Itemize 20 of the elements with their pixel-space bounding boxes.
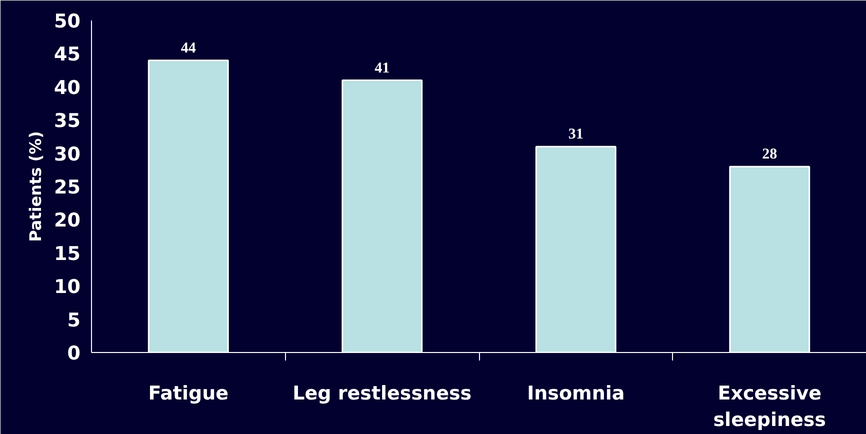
data-label: 31	[568, 126, 584, 143]
y-tick-label: 0	[67, 342, 81, 364]
y-tick-label: 20	[54, 210, 81, 232]
x-tick-label: Leg restlessness	[292, 382, 472, 404]
y-tick-label: 30	[54, 143, 81, 166]
x-tick-label: Excessive sleepiness	[713, 382, 826, 431]
y-tick-label: 50	[54, 10, 81, 32]
data-label: 28	[762, 146, 778, 163]
y-tick-label: 5	[67, 309, 81, 332]
y-tick-label: 35	[54, 110, 81, 132]
y-tick-label: 45	[54, 44, 81, 66]
x-tick-label: Fatigue	[148, 382, 229, 404]
y-axis-title: Patients (%)	[26, 131, 46, 242]
y-tick-label: 40	[54, 76, 81, 99]
x-tick-label: Insomnia	[527, 382, 625, 404]
y-tick-label: 15	[54, 242, 81, 265]
y-tick-label: 25	[54, 176, 81, 198]
y-tick-label: 10	[54, 276, 81, 298]
data-label: 44	[180, 40, 196, 56]
data-label: 41	[374, 60, 390, 76]
